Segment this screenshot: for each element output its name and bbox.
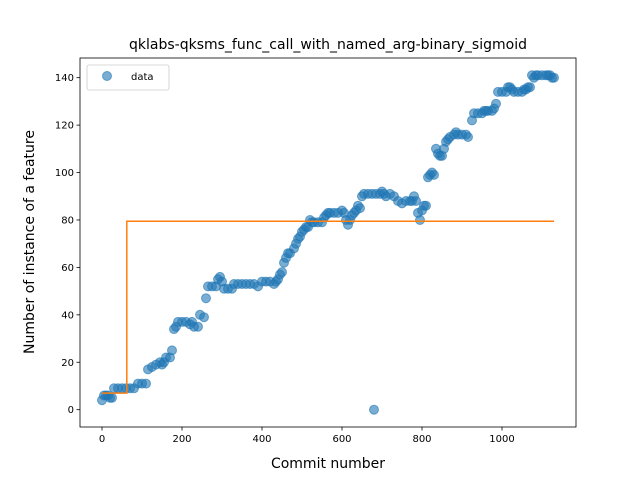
legend-box [86,64,170,91]
y-axis-label: Number of instance of a feature [22,130,38,354]
x-tick-label: 600 [332,434,351,445]
data-point [411,196,421,206]
data-point [199,312,209,323]
data-point [167,345,177,356]
series-line-1 [102,220,554,394]
y-tick-label: 140 [55,73,74,84]
y-tick-label: 120 [55,121,74,132]
data-point [141,378,151,389]
data-point [549,72,559,83]
legend: data [86,64,170,91]
data-point [107,392,117,403]
y-tick-label: 100 [55,168,74,179]
x-tick-label: 200 [172,434,191,445]
data-point [491,98,501,109]
legend-marker-data [102,71,112,81]
x-tick-label: 1000 [489,434,514,445]
data-point [277,267,287,278]
series-layer [97,70,559,415]
data-point [421,200,431,211]
plot-frame [79,57,577,428]
x-tick-label: 800 [412,434,431,445]
data-point [415,215,425,225]
y-tick-label: 60 [61,263,74,274]
y-tick-label: 20 [61,358,74,369]
data-point [201,293,211,304]
legend-label-data: data [131,72,154,83]
y-axis: 0 20 40 60 80 100 120 140 [55,73,80,416]
data-point [463,132,473,142]
y-tick-label: 40 [61,310,74,321]
x-tick-label: 0 [99,434,105,445]
y-tick-label: 0 [68,405,74,416]
y-tick-label: 80 [61,215,74,226]
data-point [193,321,203,332]
x-axis: 0 200 400 600 800 1000 [99,427,515,445]
x-tick-label: 400 [252,434,271,445]
data-point [355,203,365,214]
plot-area [80,58,576,427]
data-point [525,82,535,93]
x-axis-label: Commit number [271,456,385,472]
chart-title: qklabs-qksms_func_call_with_named_arg-bi… [129,37,527,53]
data-point [369,404,379,415]
data-point [429,169,439,180]
